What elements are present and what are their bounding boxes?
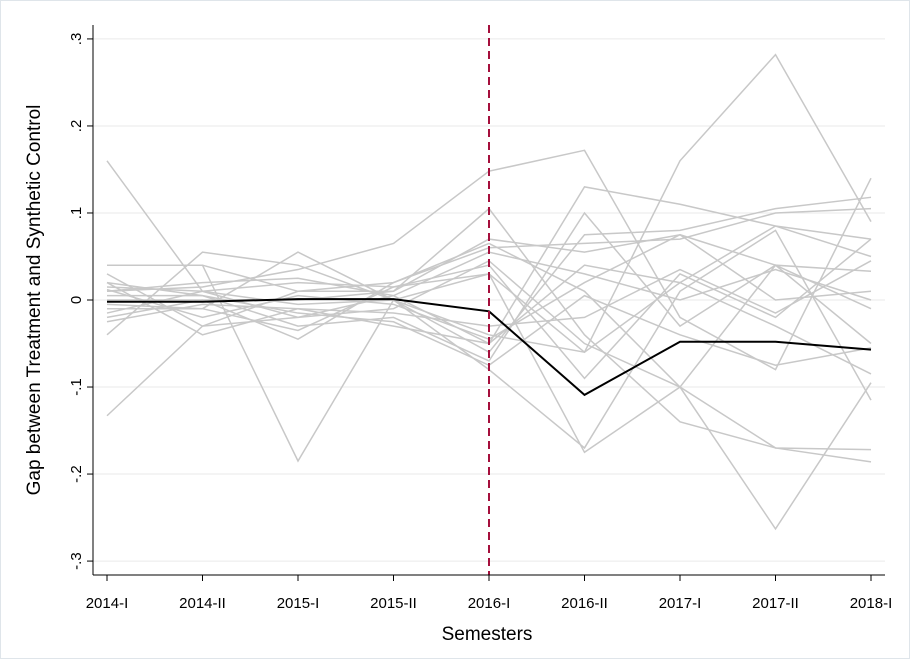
- x-tick-label: 2018-I: [850, 595, 893, 612]
- x-axis-label: Semesters: [442, 624, 533, 645]
- y-tick-label: .3: [68, 33, 85, 46]
- x-tick-label: 2015-II: [370, 595, 417, 612]
- axes: -.3 -.2 -.1 0 .1 .2 .3 2014-I 2014-II 2015-I 2015-…: [68, 25, 892, 612]
- x-tick-label: 2014-I: [86, 595, 129, 612]
- y-tick-label: -.2: [68, 465, 85, 483]
- y-tick-label: .2: [68, 120, 85, 133]
- x-tick-label: 2017-I: [659, 595, 702, 612]
- x-tick-label: 2014-II: [179, 595, 226, 612]
- lines: [106, 25, 872, 575]
- y-tick-label: -.1: [68, 378, 85, 396]
- x-tick-label: 2015-I: [277, 595, 320, 612]
- y-axis-label: Gap between Treatment and Synthetic Cont…: [24, 105, 45, 496]
- series-line: [106, 53, 872, 354]
- x-tick-label: 2016-II: [561, 595, 608, 612]
- series-line: [106, 242, 872, 451]
- x-tick-label: 2017-II: [752, 595, 799, 612]
- y-tick-label: 0: [68, 296, 85, 304]
- x-tick-label: 2016-I: [468, 595, 511, 612]
- y-tick-label: .1: [68, 207, 85, 220]
- y-tick-label: -.3: [68, 552, 85, 570]
